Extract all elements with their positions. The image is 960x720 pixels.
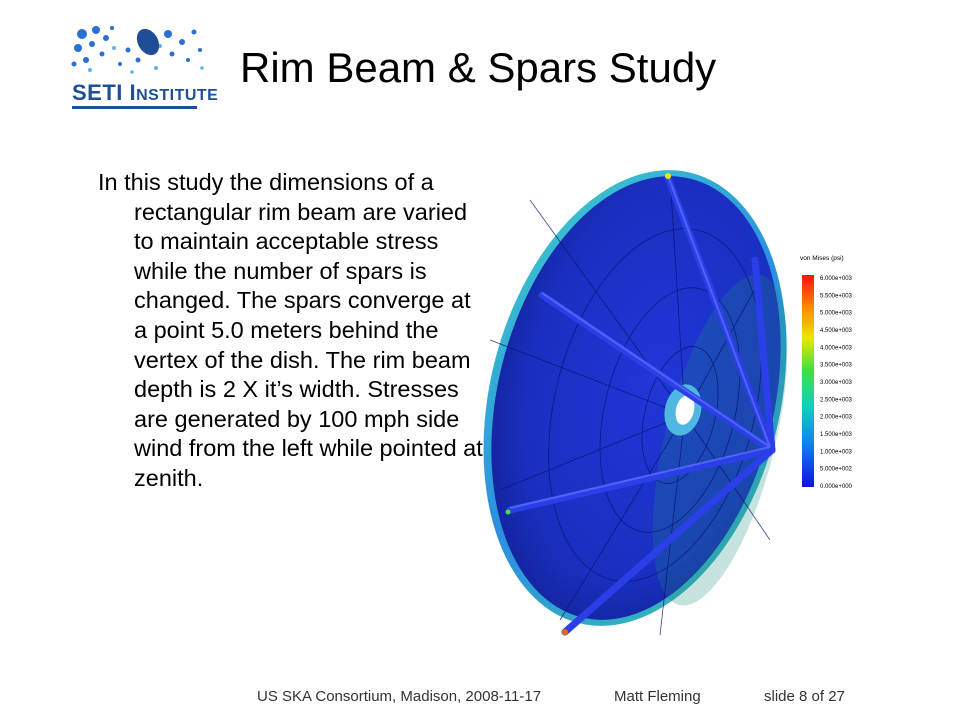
footer-slide-number: slide 8 of 27 <box>764 688 845 705</box>
seti-institute-logo: SETI INSTITUTE <box>68 20 218 110</box>
legend-label: 2.500e+003 <box>820 397 853 403</box>
legend-label: 1.000e+003 <box>820 449 853 455</box>
footer-author: Matt Fleming <box>614 688 701 705</box>
dish-mesh-lines <box>489 174 771 636</box>
legend-label: 4.500e+003 <box>820 328 853 334</box>
logo-underline <box>72 106 197 109</box>
legend-label: 3.500e+003 <box>820 363 853 369</box>
slide-title: Rim Beam & Spars Study <box>240 44 717 91</box>
stress-legend: von Mises (psi) 6.000e+003 5.500e+003 5.00… <box>800 255 853 490</box>
dish-stress-plot: von Mises (psi) 6.000e+003 5.500e+003 5.00… <box>483 170 853 636</box>
fea-stress-figure: von Mises (psi) 6.000e+003 5.500e+003 5.00… <box>470 160 950 645</box>
legend-colorbar <box>802 275 814 487</box>
legend-label: 4.000e+003 <box>820 345 853 351</box>
legend-label: 3.000e+003 <box>820 380 853 386</box>
legend-label: 1.500e+003 <box>820 432 853 438</box>
slide-body-text: In this study the dimensions of a rectan… <box>98 169 483 491</box>
legend-label: 5.000e+003 <box>820 311 853 317</box>
legend-title: von Mises (psi) <box>800 255 844 262</box>
legend-label: 0.000e+000 <box>820 484 853 490</box>
legend-label: 5.000e+002 <box>820 467 853 473</box>
legend-label: 6.000e+003 <box>820 276 853 282</box>
legend-label: 5.500e+003 <box>820 293 853 299</box>
legend-label: 2.000e+003 <box>820 415 853 421</box>
footer-event: US SKA Consortium, Madison, 2008-11-17 <box>257 688 542 705</box>
logo-text: SETI INSTITUTE <box>72 80 219 105</box>
logo-dots-graphic <box>71 26 204 74</box>
